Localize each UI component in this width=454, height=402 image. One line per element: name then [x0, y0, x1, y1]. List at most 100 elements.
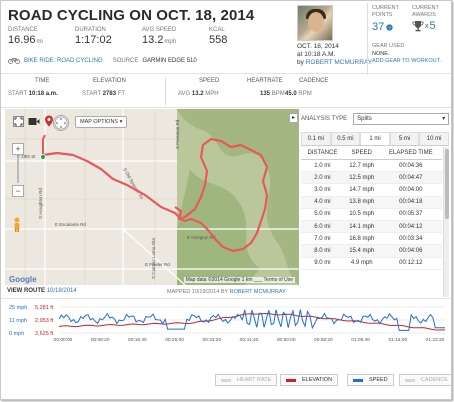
- table-row[interactable]: 9.0 mi 4.9 mph 00:12:12: [301, 257, 442, 270]
- stat-unit: mi: [36, 39, 43, 45]
- table-cell: 5.0 mi: [301, 208, 344, 221]
- analysis-type-select[interactable]: Splits: [353, 113, 450, 125]
- marker-icon[interactable]: [44, 115, 54, 127]
- points-value[interactable]: 37: [372, 21, 385, 33]
- stat-label: KCAL: [209, 27, 225, 33]
- legend-toggle-elevation[interactable]: ELEVATION: [280, 374, 339, 386]
- table-cell: 3.0 mi: [301, 183, 344, 197]
- table-cell: 00:04:36: [379, 159, 442, 173]
- zoom-out-button[interactable]: −: [12, 185, 24, 197]
- map-options-label: MAP OPTIONS: [80, 119, 119, 125]
- table-cell: 8.0 mi: [301, 244, 344, 258]
- trophy-icon: [412, 21, 424, 32]
- start-marker[interactable]: [40, 154, 46, 160]
- table-cell: 7.0 mi: [301, 232, 344, 246]
- x-axis-tick-label: 01:23:20: [426, 337, 445, 343]
- zoom-in-button[interactable]: +: [12, 143, 24, 155]
- pan-control-icon[interactable]: [53, 115, 69, 131]
- zoom-slider[interactable]: [17, 157, 19, 183]
- elevation-heading: ELEVATION: [93, 78, 126, 84]
- avatar[interactable]: [297, 5, 333, 41]
- awards-value[interactable]: 5: [429, 20, 436, 32]
- route-map[interactable]: E 29th St E Escalante Rd S Houghton Rd S…: [5, 109, 299, 285]
- table-row[interactable]: 4.0 mi 13.8 mph 00:04:18: [301, 196, 442, 209]
- table-cell: 9.0 mi: [301, 257, 344, 270]
- legend-toggle-heart-rate[interactable]: HEART RATE: [215, 374, 278, 386]
- map-road-label: S Freeman Rd: [175, 119, 180, 149]
- street-view-pegman-icon[interactable]: [12, 217, 22, 233]
- gear-label: GEAR USED: [372, 43, 405, 49]
- stat-avg-speed: AVG SPEED 13.2mph: [142, 27, 209, 46]
- map-attribution[interactable]: Map data ©2014 Google 1 km ___ Terms of …: [183, 277, 295, 283]
- route-line: [42, 134, 46, 157]
- workout-chart[interactable]: 25 mph 5,281 ft 11 mph 2,953 ft 0 mph 2,625 f…: [1, 299, 452, 379]
- legend-label: ELEVATION: [302, 377, 333, 383]
- table-row[interactable]: 1.0 mi 12.7 mph 00:04:36: [301, 159, 442, 173]
- heartrate-value: 135: [260, 91, 271, 97]
- tab-1-mi[interactable]: 1 mi: [360, 132, 390, 145]
- tab-0.5-mi[interactable]: 0.5 mi: [330, 132, 361, 145]
- fullscreen-icon[interactable]: [13, 115, 24, 127]
- scrollbar-thumb[interactable]: [445, 149, 449, 219]
- table-cell: 10.5 mph: [343, 208, 380, 221]
- stat-value: 1:17:02: [75, 34, 112, 46]
- legend-swatch: [353, 378, 363, 382]
- x-axis-tick-label: 00:16:40: [128, 337, 147, 343]
- legend-toggle-speed[interactable]: SPEED: [347, 374, 394, 386]
- table-cell: 00:04:06: [379, 244, 442, 258]
- ride-date-block: OCT. 18, 2014 at 10:18 A.M. by ROBERT MC…: [297, 43, 372, 67]
- video-icon[interactable]: [28, 116, 40, 127]
- user-link[interactable]: ROBERT MCMURRAY: [305, 59, 373, 66]
- table-cell: 12.5 mph: [343, 171, 380, 185]
- table-cell: 00:04:00: [379, 183, 442, 197]
- collapse-panel-button[interactable]: ▸: [289, 113, 298, 123]
- tab-5-mi[interactable]: 5 mi: [389, 132, 420, 145]
- speed-heading: SPEED: [199, 78, 220, 84]
- zoom-control: + −: [11, 143, 25, 199]
- by-label: by: [297, 59, 304, 66]
- legend-toggle-cadence[interactable]: CADENCE: [399, 374, 451, 386]
- divider: [1, 73, 451, 74]
- table-cell: 12.7 mph: [343, 159, 380, 173]
- column-header: ELAPSED TIME: [379, 147, 442, 160]
- mapped-date: 10/19/2014: [191, 289, 220, 295]
- info-icon[interactable]: ?: [386, 23, 393, 31]
- table-cell: 6.0 mi: [301, 220, 344, 234]
- view-route[interactable]: VIEW ROUTE 10/18/2014: [7, 288, 77, 294]
- table-row[interactable]: 7.0 mi 16.8 mph 00:03:34: [301, 232, 442, 246]
- y-axis-elevation-label: 5,281 ft: [35, 305, 54, 311]
- table-row[interactable]: 6.0 mi 14.1 mph 00:04:12: [301, 220, 442, 234]
- unit-label: mph: [205, 91, 219, 97]
- stat-kcal: KCAL 558: [209, 27, 276, 46]
- table-row[interactable]: 8.0 mi 15.4 mph 00:04:06: [301, 244, 442, 258]
- stat-value: 16.96: [8, 34, 36, 46]
- current-awards: CURRENT AWARDS x 5: [412, 5, 439, 32]
- map-canvas[interactable]: E 29th St E Escalante Rd S Houghton Rd S…: [5, 109, 299, 285]
- table-row[interactable]: 2.0 mi 12.5 mph 00:04:47: [301, 171, 442, 185]
- table-row[interactable]: 5.0 mi 10.5 mph 00:05:37: [301, 208, 442, 221]
- points-label: POINTS: [372, 12, 393, 18]
- map-road-label: E 29th St: [17, 154, 36, 159]
- column-header: DISTANCE: [301, 147, 344, 160]
- map-options-button[interactable]: MAP OPTIONS ▾: [75, 116, 128, 128]
- tab-0.1-mi[interactable]: 0.1 mi: [301, 132, 331, 145]
- mapped-by: BY: [220, 289, 229, 295]
- unit-label: rpm: [298, 91, 312, 97]
- scrollbar[interactable]: [443, 147, 449, 297]
- activity-line: BIKE RIDE: ROAD CYCLING SOURCE GARMIN ED…: [8, 57, 197, 64]
- time-block: TIME START 10:18 a.m.: [8, 78, 58, 97]
- x-axis-tick-label: 00:50:00: [277, 337, 296, 343]
- add-gear-link[interactable]: ADD GEAR TO WORKOUT.: [372, 58, 441, 64]
- mapped-label: MAPPED: [167, 289, 191, 295]
- ride-date: OCT. 18, 2014: [297, 43, 339, 50]
- x-axis-tick-label: 01:15:00: [388, 337, 407, 343]
- mapped-user-link[interactable]: ROBERT MCMURRAY: [229, 289, 286, 295]
- table-row[interactable]: 3.0 mi 14.7 mph 00:04:00: [301, 183, 442, 197]
- tab-10-mi[interactable]: 10 mi: [419, 132, 449, 145]
- unit-label: bpm: [271, 91, 285, 97]
- activity-type-link[interactable]: BIKE RIDE: ROAD CYCLING: [24, 57, 103, 64]
- time-heading: TIME: [35, 78, 50, 84]
- legend-swatch: [286, 378, 296, 382]
- awards-label: AWARDS: [412, 12, 436, 18]
